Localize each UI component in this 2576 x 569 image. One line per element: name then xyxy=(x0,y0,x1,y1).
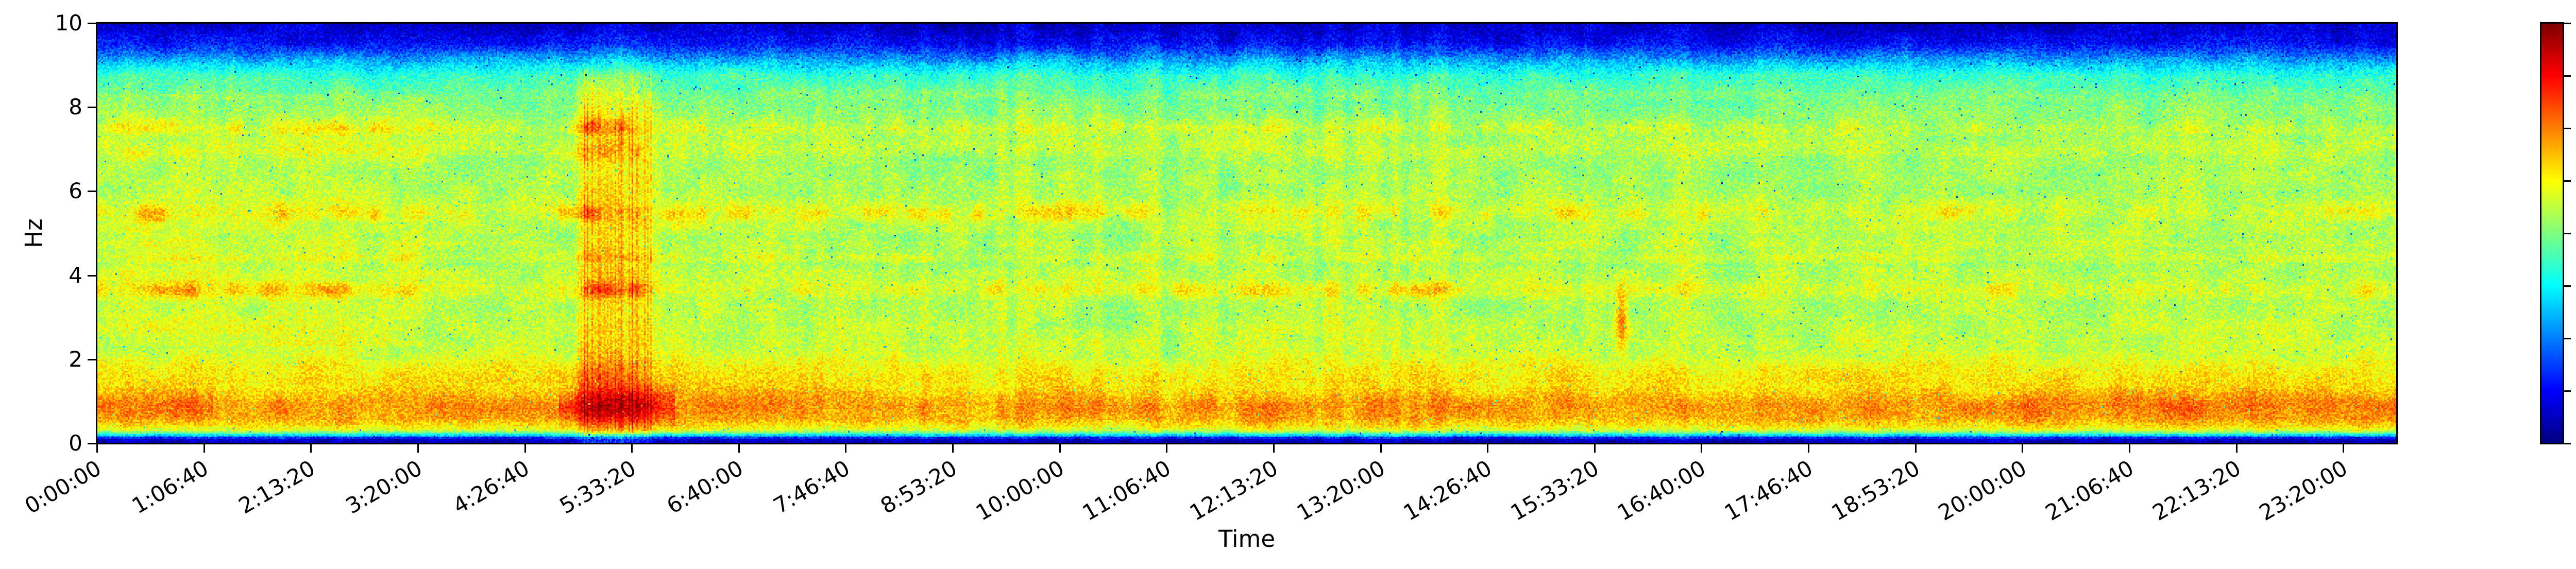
x-tick xyxy=(417,443,419,453)
y-tick xyxy=(88,191,97,192)
colorbar-tick xyxy=(2564,390,2571,392)
y-tick xyxy=(88,23,97,24)
x-tick xyxy=(631,443,633,453)
y-tick xyxy=(88,359,97,360)
x-tick xyxy=(1059,443,1061,453)
colorbar-tick xyxy=(2564,23,2571,24)
y-axis-title: Hz xyxy=(20,218,47,248)
colorbar-tick xyxy=(2564,233,2571,234)
x-tick xyxy=(2022,443,2023,453)
x-tick xyxy=(1915,443,1917,453)
colorbar-tick xyxy=(2564,180,2571,182)
colorbar-gradient xyxy=(2541,23,2563,443)
y-tick-label: 10 xyxy=(55,10,82,36)
x-tick xyxy=(1701,443,1702,453)
x-tick xyxy=(96,443,98,453)
colorbar-tick xyxy=(2564,443,2571,444)
x-tick xyxy=(2236,443,2238,453)
x-tick xyxy=(1808,443,1809,453)
x-tick xyxy=(204,443,205,453)
x-tick xyxy=(738,443,740,453)
x-tick xyxy=(310,443,312,453)
spectrogram-heatmap xyxy=(97,23,2397,443)
x-axis-title: Time xyxy=(1218,525,1276,553)
x-tick xyxy=(1487,443,1488,453)
x-tick xyxy=(524,443,526,453)
y-tick-label: 6 xyxy=(69,178,82,203)
y-tick-label: 2 xyxy=(69,347,82,372)
y-tick-label: 4 xyxy=(69,263,82,288)
x-tick xyxy=(1594,443,1596,453)
colorbar-tick xyxy=(2564,338,2571,339)
colorbar-tick xyxy=(2564,285,2571,287)
x-tick xyxy=(1380,443,1382,453)
y-tick-label: 0 xyxy=(69,430,82,456)
x-tick xyxy=(1273,443,1275,453)
y-tick xyxy=(88,107,97,108)
y-tick xyxy=(88,443,97,444)
x-tick xyxy=(2343,443,2344,453)
x-tick xyxy=(2129,443,2130,453)
x-tick xyxy=(1166,443,1167,453)
y-tick-label: 8 xyxy=(69,94,82,119)
colorbar-tick xyxy=(2564,128,2571,129)
y-tick xyxy=(88,275,97,277)
x-tick xyxy=(845,443,846,453)
x-tick xyxy=(952,443,954,453)
colorbar-tick xyxy=(2564,75,2571,77)
